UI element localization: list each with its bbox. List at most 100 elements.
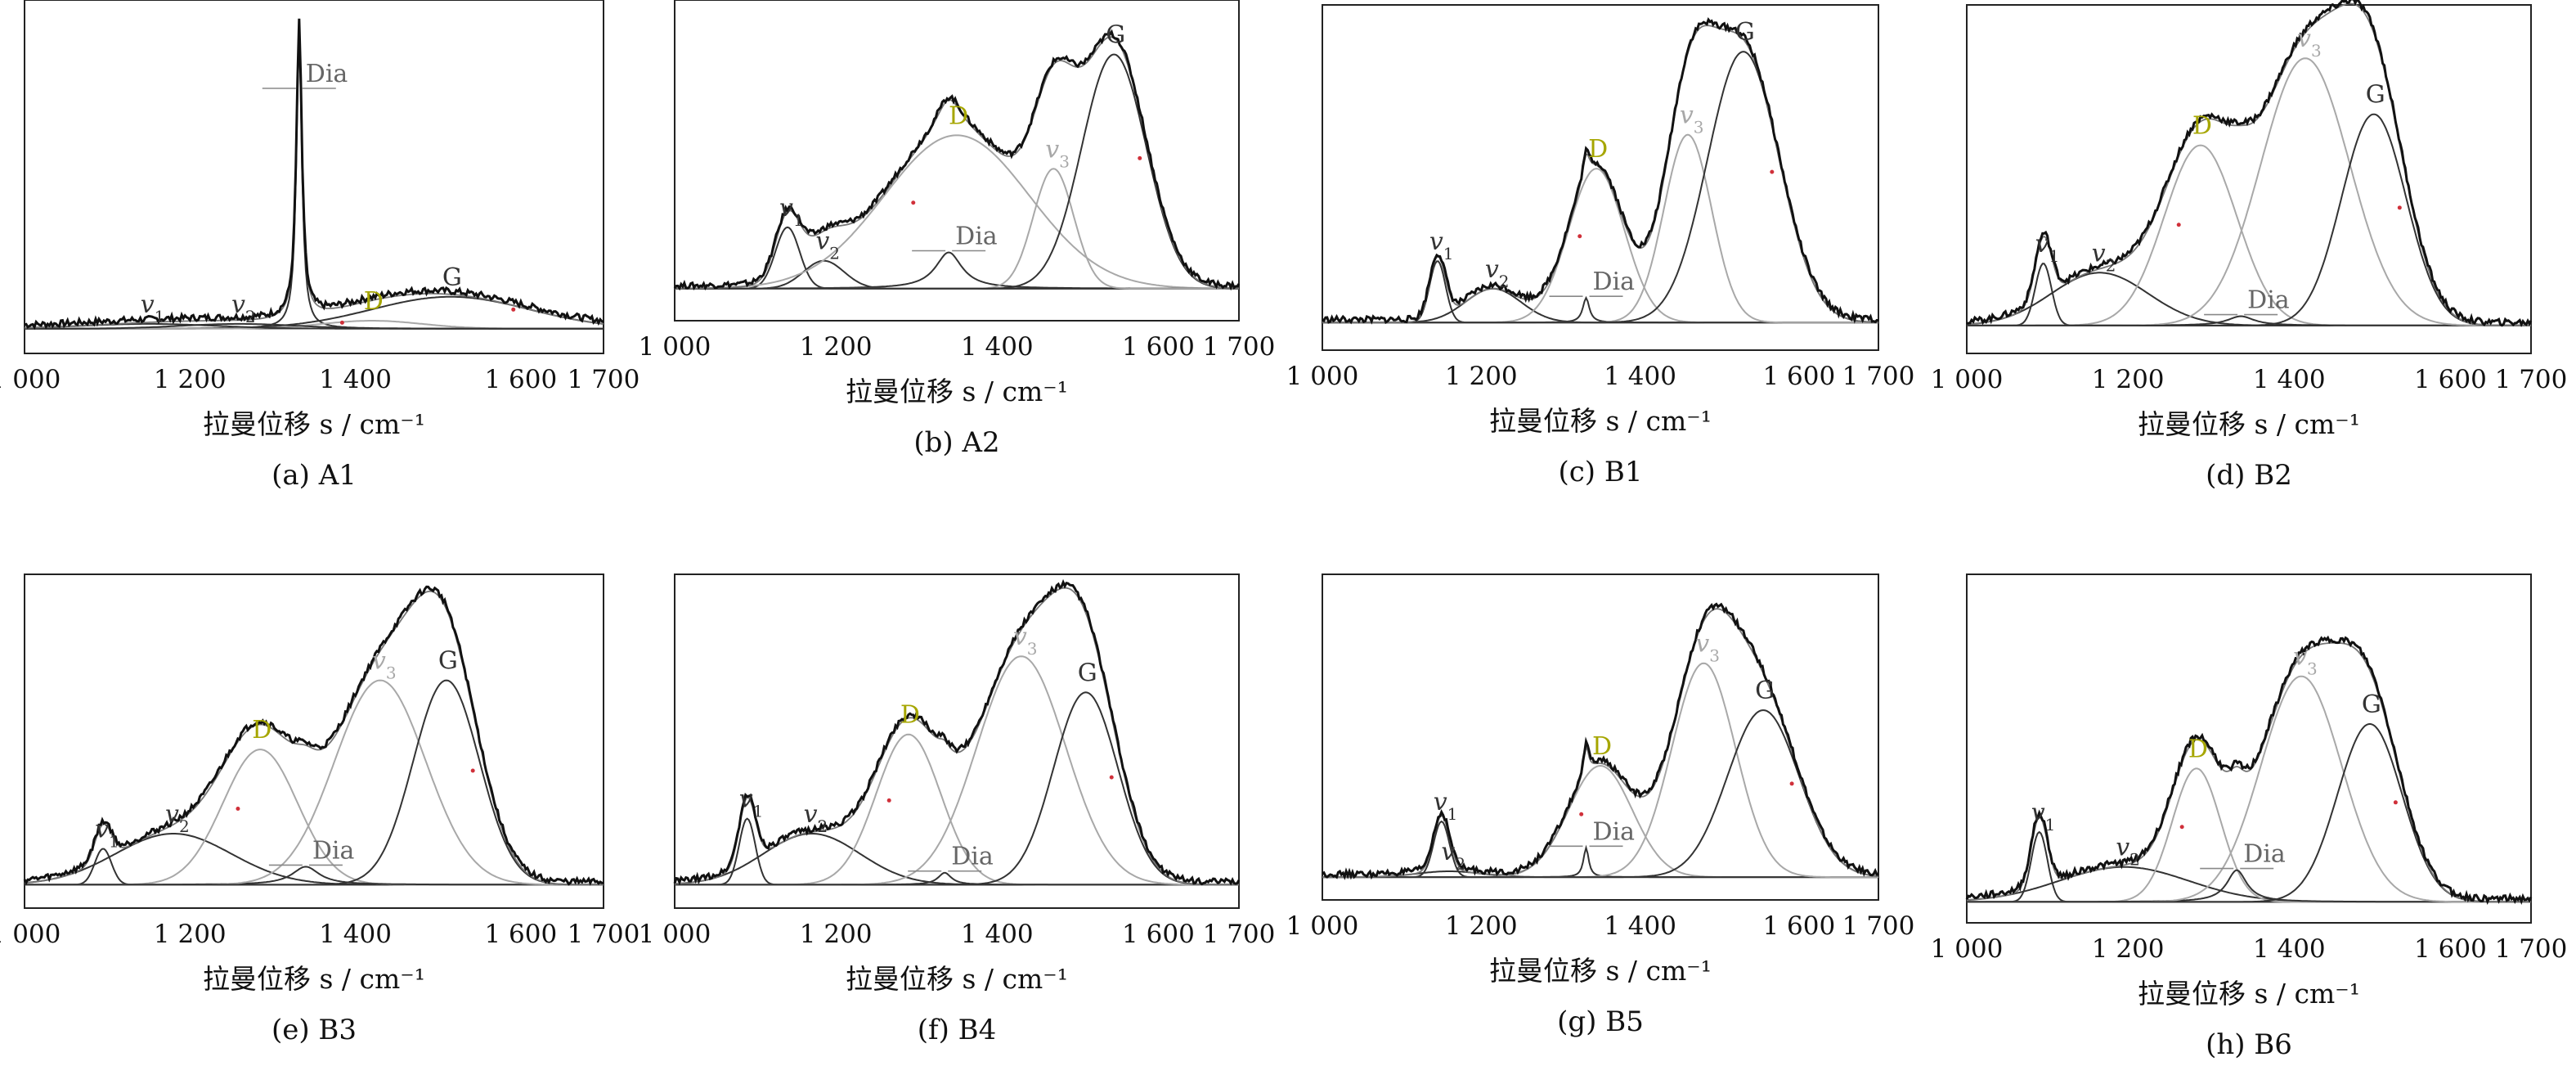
x-tick-label: 1 000 (1286, 911, 1359, 941)
peak-label-Dia: Dia (951, 843, 994, 871)
peak-label-G: G (2366, 81, 2385, 110)
x-tick-label: 1 200 (154, 365, 227, 394)
peak-label-G: G (2362, 690, 2381, 719)
x-tick-label: 1 000 (1931, 934, 2004, 964)
fit-marker (511, 307, 516, 312)
x-tick-label: 1 600 (1762, 911, 1835, 941)
fit-marker (2179, 825, 2184, 830)
x-tick-label: 1 200 (1445, 911, 1518, 941)
panel-caption: (g) B5 (1557, 1005, 1644, 1038)
fit-marker (886, 798, 891, 803)
plot-frame (1966, 573, 2532, 924)
x-tick-label: 1 000 (0, 920, 61, 949)
peak-label-Dia: Dia (2247, 286, 2290, 315)
fitted-curve (1966, 2, 2531, 326)
plot-frame (1966, 4, 2532, 354)
peak-label-v1: v1 (2035, 230, 2060, 266)
x-tick-label: 1 400 (319, 365, 392, 394)
x-tick-label: 1 200 (1445, 362, 1518, 391)
peak-label-v3: v3 (2293, 643, 2318, 679)
x-tick-label: 1 200 (154, 920, 227, 949)
panel-caption: (c) B1 (1559, 456, 1643, 488)
x-tick-label: 1 400 (1604, 362, 1676, 391)
peak-label-G: G (438, 647, 458, 676)
x-tick-label: 1 600 (1122, 920, 1195, 949)
measured-spectrum (1321, 17, 1879, 325)
fit-marker (2397, 205, 2402, 210)
peak-label-G: G (1106, 21, 1125, 50)
x-tick-label: 1 000 (0, 365, 61, 394)
fit-marker (1770, 169, 1775, 174)
component-curve-G (675, 691, 1239, 886)
x-axis-title: 拉曼位移 s / cm⁻¹ (1489, 955, 1712, 987)
peak-label-Dia: Dia (2243, 840, 2286, 869)
x-tick-label: 1 400 (2253, 934, 2326, 964)
panel-5: v1 v2 D Dia v3 G 1 000 1 200 1 400 1 600 1 700 拉曼位移… (0, 573, 640, 1046)
fit-marker (1789, 781, 1794, 786)
component-curve-G (1322, 709, 1879, 879)
peak-label-v2: v2 (231, 290, 256, 326)
x-tick-label: 1 000 (639, 332, 711, 362)
panel-caption: (b) A2 (913, 426, 999, 459)
x-tick-label: 1 700 (1203, 332, 1276, 362)
component-curve-v2 (1966, 866, 2531, 903)
component-curve-D (675, 134, 1239, 290)
fit-marker (236, 806, 240, 811)
x-axis-title: 拉曼位移 s / cm⁻¹ (203, 408, 425, 440)
peak-label-Dia: Dia (1593, 268, 1636, 296)
x-tick-label: 1 600 (2414, 365, 2487, 394)
peak-label-Dia: Dia (1593, 817, 1636, 846)
panel-caption: (d) B2 (2206, 459, 2292, 492)
peak-label-v2: v2 (1441, 838, 1465, 874)
x-tick-label: 1 700 (2495, 934, 2568, 964)
fit-marker (2176, 223, 2181, 227)
x-tick-label: 1 200 (800, 332, 873, 362)
x-tick-label: 1 600 (484, 920, 557, 949)
x-tick-label: 1 700 (1203, 920, 1276, 949)
peak-label-v3: v3 (2297, 25, 2322, 61)
peak-label-D: D (1592, 732, 1612, 761)
peak-label-v3: v3 (1045, 135, 1070, 171)
x-tick-label: 1 600 (1122, 332, 1195, 362)
x-tick-label: 1 400 (319, 920, 392, 949)
fit-marker (1138, 155, 1142, 160)
peak-label-G: G (1078, 659, 1097, 687)
x-tick-label: 1 400 (2253, 365, 2326, 394)
fitted-curve (24, 24, 604, 329)
x-tick-label: 1 700 (568, 365, 640, 394)
fit-marker (2393, 800, 2398, 805)
panel-caption: (e) B3 (272, 1014, 357, 1046)
plot-frame (674, 573, 1240, 909)
x-tick-label: 1 700 (568, 920, 640, 949)
plot-frame (1322, 573, 1879, 901)
x-axis-title: 拉曼位移 s / cm⁻¹ (2138, 408, 2360, 440)
peak-label-D: D (2192, 112, 2212, 141)
component-curve-D (1322, 168, 1878, 324)
x-tick-label: 1 200 (2092, 934, 2165, 964)
peak-label-v3: v3 (372, 647, 397, 683)
plot-frame (24, 573, 604, 909)
fit-marker (1579, 812, 1584, 816)
peak-label-D: D (949, 101, 968, 130)
component-curve-G (1967, 722, 2531, 903)
x-tick-label: 1 700 (2495, 365, 2568, 394)
measured-spectrum (1965, 635, 2533, 905)
measured-spectrum (24, 18, 604, 331)
peak-label-Dia: Dia (312, 836, 355, 865)
x-tick-label: 1 000 (639, 920, 711, 949)
peak-label-v3: v3 (1695, 630, 1720, 666)
fit-marker (1577, 234, 1582, 239)
x-tick-label: 1 700 (1842, 362, 1915, 391)
component-curve-G (675, 53, 1239, 290)
peak-label-D: D (900, 701, 920, 730)
x-axis-title: 拉曼位移 s / cm⁻¹ (1489, 405, 1712, 437)
peak-label-v3: v3 (1680, 101, 1704, 137)
panel-caption: (h) B6 (2206, 1028, 2292, 1061)
x-tick-label: 1 400 (961, 332, 1034, 362)
measured-spectrum (673, 29, 1241, 291)
x-tick-label: 1 200 (800, 920, 873, 949)
